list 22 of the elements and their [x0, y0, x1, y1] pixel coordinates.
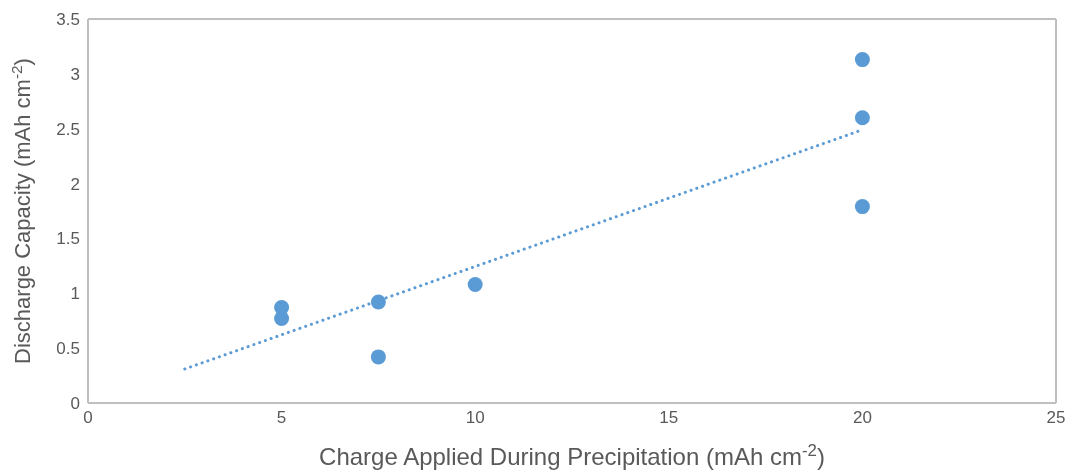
point	[854, 199, 870, 215]
point	[370, 349, 386, 365]
y-tick-label: 3	[70, 64, 80, 84]
point	[854, 52, 870, 68]
x-axis-title: Charge Applied During Precipitation (mAh cm$^{-2}$)	[319, 440, 825, 470]
x-tick-label: 20	[852, 408, 872, 428]
x-tick-label: 10	[465, 408, 485, 428]
point	[854, 110, 870, 126]
y-tick-label: 1.5	[56, 229, 80, 249]
y-tick-label: 0	[70, 394, 80, 414]
point	[274, 311, 290, 327]
y-tick-label: 3.5	[56, 10, 80, 30]
x-tick-label: 25	[1046, 408, 1066, 428]
y-tick-label: 2	[70, 174, 80, 194]
point	[467, 277, 483, 293]
x-tick-label: 5	[276, 408, 287, 428]
y-tick-label: 1	[70, 284, 80, 304]
y-tick-label: 0.5	[56, 339, 80, 359]
x-tick-label: 0	[83, 408, 93, 428]
y-tick-label: 2.5	[56, 119, 80, 139]
point	[370, 294, 386, 310]
x-tick-label: 15	[659, 408, 679, 428]
